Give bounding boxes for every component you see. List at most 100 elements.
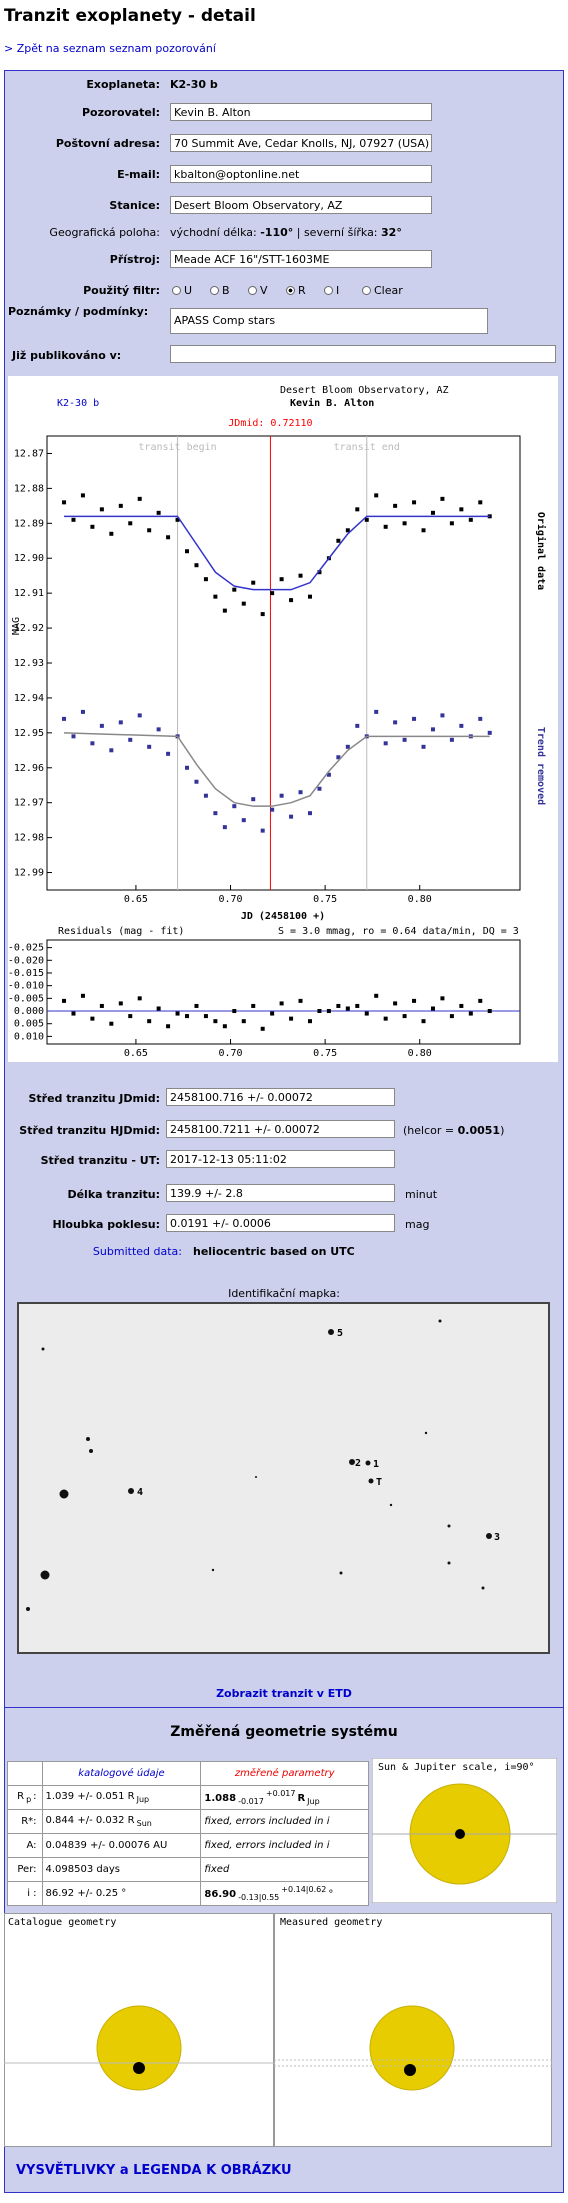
data-point <box>232 804 237 809</box>
data-point <box>118 503 123 508</box>
data-point <box>185 549 190 554</box>
x-tick-label: 0.70 <box>218 894 242 905</box>
data-point <box>222 1024 227 1029</box>
text: 32° <box>381 226 402 239</box>
field-label: Stanice: <box>109 199 160 212</box>
cell: fixed, errors included in i <box>200 1833 369 1858</box>
radio[interactable] <box>286 286 295 295</box>
filter-option: V <box>248 284 286 297</box>
x-tick-label: 0.75 <box>313 1048 337 1059</box>
filter-option: R <box>286 284 324 297</box>
data-point <box>279 1001 284 1006</box>
text: Jup <box>136 1795 150 1804</box>
text: Sun <box>136 1819 152 1828</box>
data-point <box>109 748 114 753</box>
cell: A: <box>7 1833 43 1858</box>
text: -0.017 <box>238 1796 264 1806</box>
data-point <box>90 524 95 529</box>
data-point <box>412 500 417 505</box>
star <box>365 1460 371 1466</box>
data-point <box>128 1014 133 1019</box>
star <box>339 1571 343 1575</box>
field-label: Pozorovatel: <box>81 106 160 119</box>
data-point <box>203 793 208 798</box>
panel-title: Catalogue geometry <box>8 1917 116 1928</box>
cell: 0.04839 +/- 0.00076 AU <box>41 1833 202 1858</box>
table-header: katalogové údaje změřené parametry <box>7 1761 369 1786</box>
data-point <box>241 1019 246 1024</box>
data-point <box>336 1003 341 1008</box>
table-row: R*: 0.844 +/- 0.032 R Sun fixed, errors inc… <box>7 1809 369 1834</box>
y-tick-label: 12.88 <box>14 483 44 494</box>
data-point <box>421 528 426 533</box>
x-tick-label: 0.80 <box>408 894 432 905</box>
text: -110° <box>260 226 294 239</box>
text: fixed, errors included in i <box>204 1840 330 1851</box>
cell: i : <box>7 1881 43 1906</box>
star <box>89 1449 93 1453</box>
data-point <box>62 998 67 1003</box>
text-input[interactable]: kbalton@optonline.net <box>170 165 432 183</box>
unit: mag <box>405 1218 430 1231</box>
data-point <box>222 608 227 613</box>
data-point <box>289 1016 294 1021</box>
text: A: <box>26 1840 37 1851</box>
data-point <box>355 507 360 512</box>
data-point <box>62 500 67 505</box>
data-point <box>298 998 303 1003</box>
cell: 4.098503 days <box>41 1857 202 1882</box>
data-point <box>118 720 123 725</box>
data-point <box>137 496 142 501</box>
data-point <box>307 1019 312 1024</box>
text: R*: <box>21 1816 37 1827</box>
text-input[interactable]: APASS Comp stars <box>170 308 488 334</box>
text-input[interactable]: 70 Summit Ave, Cedar Knolls, NJ, 07927 (… <box>170 134 432 152</box>
text-input[interactable]: Meade ACF 16"/STT-1603ME <box>170 250 432 268</box>
data-point <box>203 1014 208 1019</box>
legend-link[interactable]: VYSVĚTLIVKY a LEGENDA K OBRÁZKU <box>16 2163 292 2178</box>
text-input[interactable] <box>170 345 556 363</box>
observer: Kevin B. Alton <box>290 397 374 409</box>
radio[interactable] <box>172 286 181 295</box>
radio[interactable] <box>248 286 257 295</box>
data-point <box>128 737 133 742</box>
etd-link[interactable]: Zobrazit tranzit v ETD <box>216 1687 352 1700</box>
text-input[interactable]: Desert Bloom Observatory, AZ <box>170 196 432 214</box>
text-input[interactable]: Kevin B. Alton <box>170 103 432 121</box>
field-label: Použitý filtr: <box>83 284 160 297</box>
text: východní délka: <box>170 226 257 239</box>
data-point <box>166 1024 171 1029</box>
y-tick-label: 0.000 <box>14 1006 44 1017</box>
data-point <box>289 598 294 603</box>
data-point <box>80 993 85 998</box>
data-point <box>71 734 76 739</box>
data-point <box>449 521 454 526</box>
table-row: A: 0.04839 +/- 0.00076 AU fixed, errors in… <box>7 1833 369 1858</box>
radio[interactable] <box>362 286 371 295</box>
y-tick-label: 12.87 <box>14 448 44 459</box>
submitted-link[interactable]: Submitted data: <box>92 1245 182 1258</box>
data-point <box>459 723 464 728</box>
back-link[interactable]: > Zpět na seznam seznam pozorování <box>4 42 216 55</box>
data-point <box>298 790 303 795</box>
filter-option: B <box>210 284 248 297</box>
filter-label: B <box>222 284 230 297</box>
data-point <box>449 737 454 742</box>
result-value: 2458100.716 +/- 0.00072 <box>166 1088 395 1106</box>
radio[interactable] <box>210 286 219 295</box>
planet <box>133 2062 145 2074</box>
y-tick-label: 0.010 <box>14 1031 44 1042</box>
filter-option: I <box>324 284 362 297</box>
star <box>86 1437 90 1441</box>
data-point <box>459 507 464 512</box>
data-point <box>194 779 199 784</box>
data-point <box>430 727 435 732</box>
data-point <box>336 755 341 760</box>
y-tick-label: 12.98 <box>14 833 44 844</box>
data-point <box>279 793 284 798</box>
submitted-value: heliocentric based on UTC <box>193 1245 355 1258</box>
radio[interactable] <box>324 286 333 295</box>
cell: fixed, errors included in i <box>200 1809 369 1834</box>
star-disc <box>96 2005 182 2091</box>
